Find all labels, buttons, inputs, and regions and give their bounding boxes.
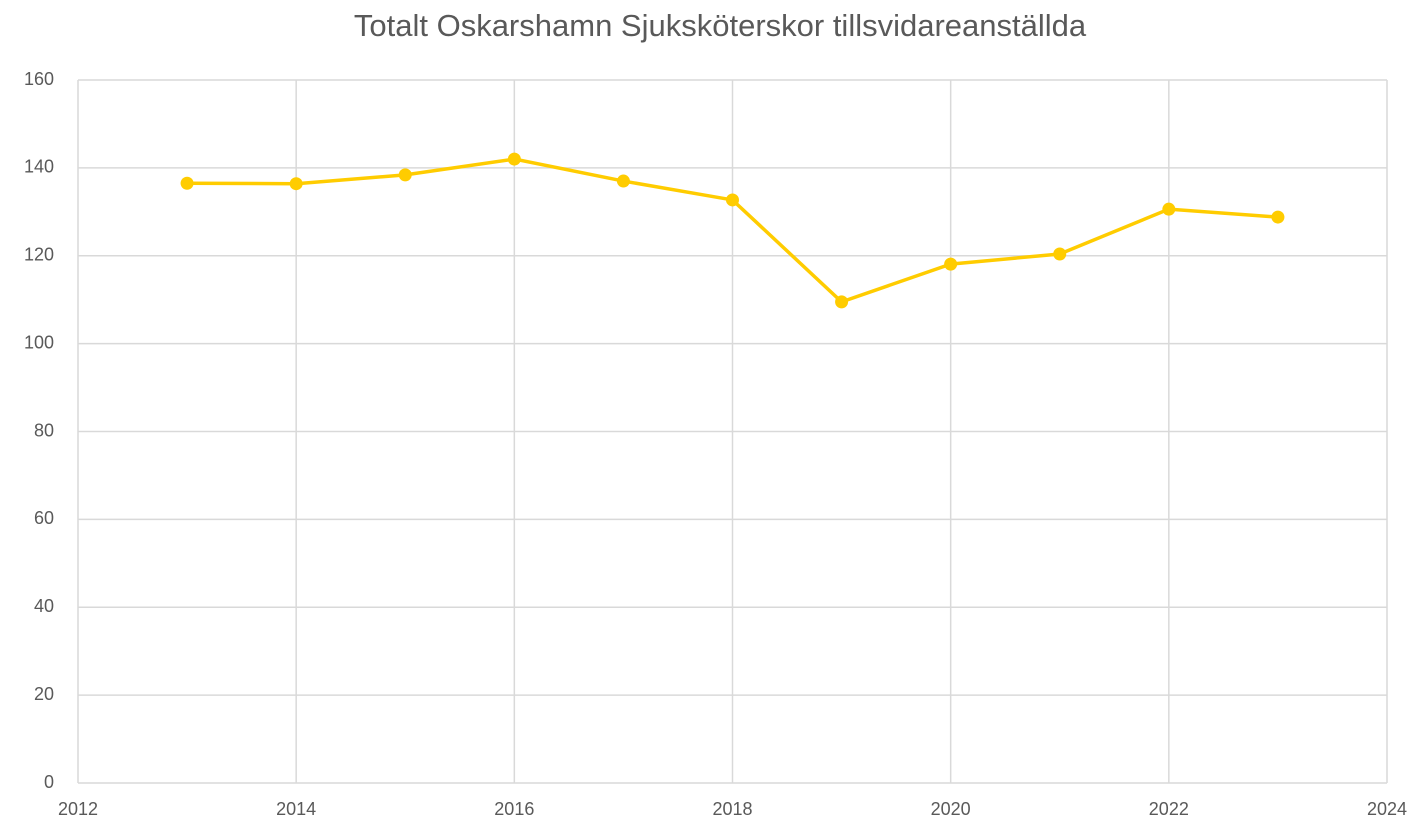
data-point [944,257,958,271]
y-tick-label: 0 [44,772,54,792]
y-tick-label: 20 [34,684,54,704]
data-point [726,193,739,207]
x-tick-label: 2022 [1149,799,1189,819]
y-tick-label: 140 [24,157,54,177]
data-point [180,176,194,190]
y-tick-label: 100 [24,332,54,352]
x-tick-label: 2016 [494,799,534,819]
data-point [289,177,303,191]
data-point [1053,247,1067,261]
data-point [398,168,412,182]
y-tick-label: 160 [24,69,54,89]
y-tick-label: 80 [34,420,54,440]
y-tick-label: 120 [24,245,54,265]
data-point [616,174,630,188]
x-tick-label: 2012 [58,799,98,819]
x-tick-label: 2018 [712,799,752,819]
data-point [1162,202,1176,216]
x-tick-label: 2014 [276,799,316,819]
data-point [507,152,521,166]
data-point [835,295,849,309]
x-tick-label: 2020 [931,799,971,819]
chart-title: Totalt Oskarshamn Sjuksköterskor tillsvi… [354,8,1087,43]
data-point [1271,210,1285,224]
x-tick-label: 2024 [1367,799,1407,819]
y-tick-label: 40 [34,596,54,616]
y-tick-label: 60 [34,508,54,528]
